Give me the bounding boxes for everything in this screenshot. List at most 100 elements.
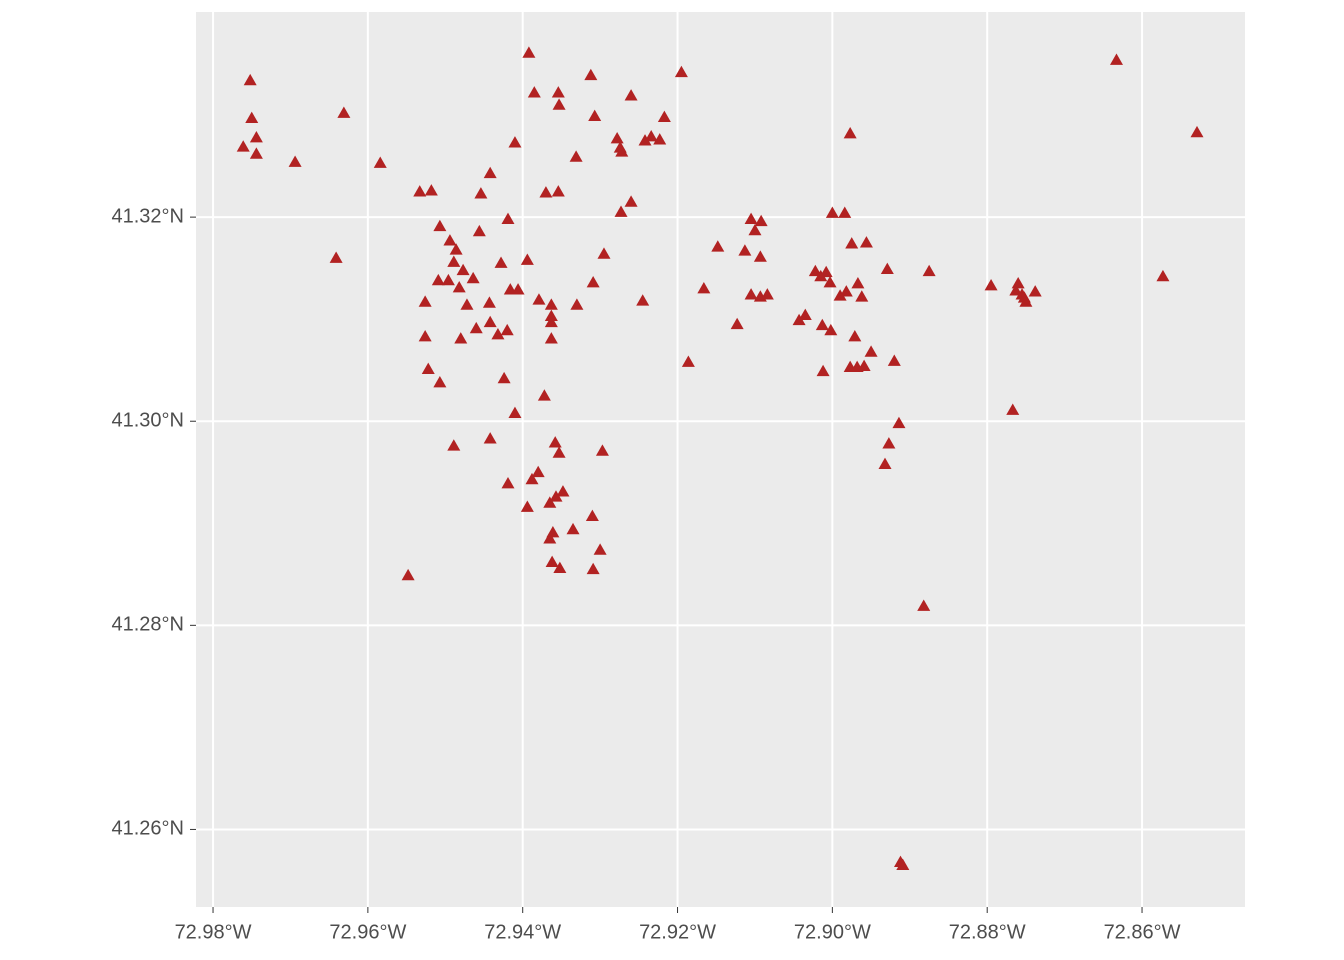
point <box>624 89 638 101</box>
point <box>845 237 859 249</box>
point <box>697 282 711 294</box>
point <box>418 295 432 307</box>
point <box>544 309 558 321</box>
point <box>413 185 427 197</box>
point <box>544 298 558 310</box>
point <box>1190 125 1204 138</box>
point <box>984 279 998 291</box>
point <box>584 68 598 81</box>
point <box>511 283 525 295</box>
point <box>469 321 483 334</box>
point <box>249 131 263 143</box>
point <box>674 65 688 78</box>
point <box>508 406 522 418</box>
point <box>808 264 822 277</box>
point <box>508 136 522 148</box>
point <box>593 543 607 555</box>
point <box>544 315 558 328</box>
point <box>243 73 257 86</box>
point <box>638 134 652 146</box>
point <box>816 364 830 377</box>
point <box>474 187 488 199</box>
point <box>543 532 557 544</box>
point <box>615 145 629 157</box>
point <box>1011 276 1025 289</box>
point <box>887 354 901 366</box>
point <box>447 255 461 267</box>
point <box>501 212 515 225</box>
x-tick-label: 72.94°W <box>484 921 561 943</box>
point <box>483 432 497 444</box>
x-tick-label: 72.98°W <box>175 921 252 943</box>
point <box>748 223 762 236</box>
point <box>441 273 455 286</box>
point <box>433 375 447 388</box>
point <box>543 496 557 508</box>
point <box>566 522 580 535</box>
point <box>1017 291 1031 303</box>
x-tick-label: 72.92°W <box>639 921 716 943</box>
x-tick-label: 72.96°W <box>329 921 406 943</box>
point <box>922 264 936 277</box>
point <box>569 150 583 162</box>
point <box>760 288 774 300</box>
point <box>738 244 752 256</box>
point <box>401 568 415 581</box>
point <box>466 271 480 284</box>
point <box>497 371 511 384</box>
point <box>653 133 667 145</box>
point <box>525 472 539 485</box>
point <box>744 288 758 300</box>
point <box>483 315 497 328</box>
point <box>838 206 852 218</box>
point <box>586 562 600 575</box>
point <box>896 858 910 871</box>
point <box>644 130 658 142</box>
point <box>527 86 541 98</box>
point <box>421 362 435 375</box>
point <box>833 289 847 301</box>
point <box>1109 53 1123 65</box>
point <box>711 240 725 252</box>
point <box>1009 284 1023 296</box>
point <box>545 555 559 567</box>
point <box>424 184 438 196</box>
point <box>431 273 445 286</box>
point <box>824 323 838 336</box>
point <box>843 126 857 139</box>
point <box>520 253 534 265</box>
point <box>681 355 695 367</box>
point <box>531 465 545 478</box>
point <box>520 500 534 512</box>
point <box>823 275 837 288</box>
point <box>539 186 553 198</box>
point <box>1156 269 1170 282</box>
point <box>880 262 894 275</box>
point <box>753 250 767 262</box>
point <box>491 327 505 340</box>
point <box>792 313 806 326</box>
point <box>744 212 758 225</box>
point <box>494 256 508 268</box>
point <box>855 290 869 302</box>
y-tick-label: 41.32°N <box>112 205 185 227</box>
point <box>548 436 562 448</box>
point <box>570 298 584 310</box>
point <box>551 86 565 98</box>
x-tick-label: 72.86°W <box>1104 921 1181 943</box>
point <box>585 509 599 522</box>
point <box>460 298 474 310</box>
point <box>882 437 896 449</box>
point <box>859 236 873 248</box>
point <box>472 224 486 237</box>
point <box>754 214 768 227</box>
point <box>586 275 600 288</box>
point <box>825 206 839 218</box>
point <box>730 317 744 330</box>
point <box>864 345 878 357</box>
point <box>433 219 447 232</box>
point <box>848 330 862 342</box>
point <box>815 318 829 331</box>
point <box>443 234 457 246</box>
